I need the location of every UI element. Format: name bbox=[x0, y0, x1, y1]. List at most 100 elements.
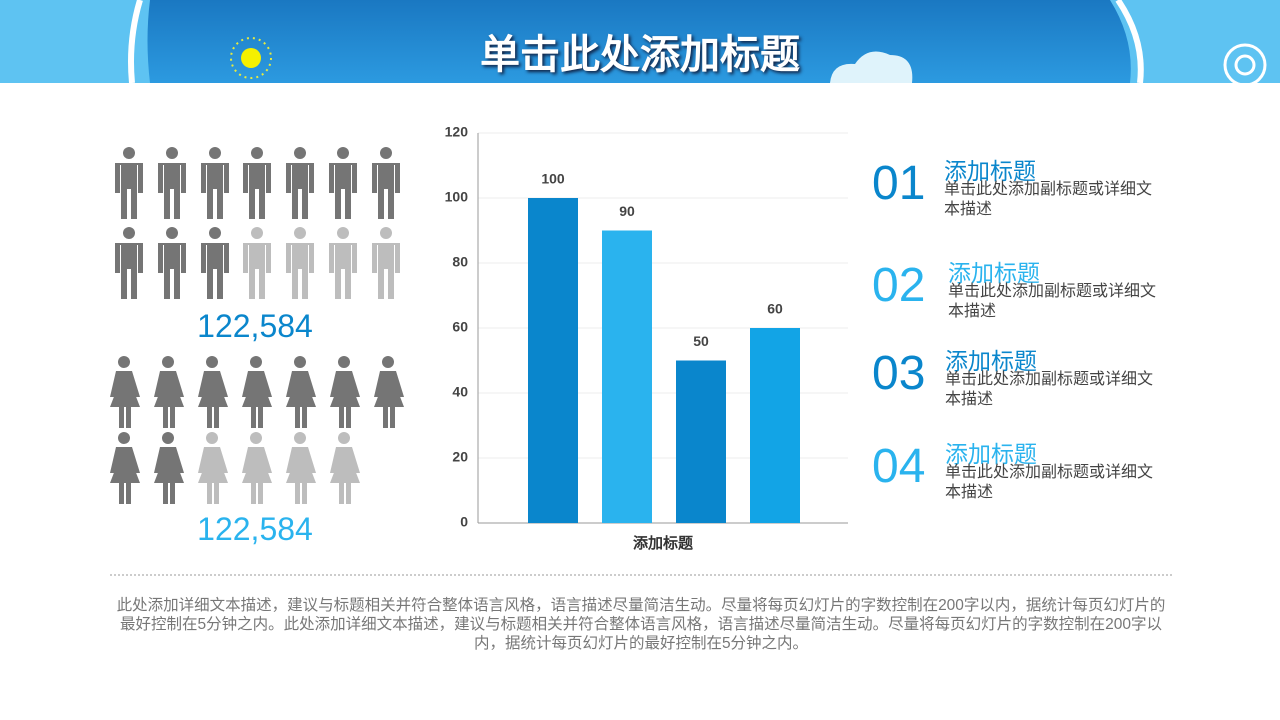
icon-body bbox=[201, 243, 229, 299]
icon-body bbox=[372, 243, 400, 299]
pictogram bbox=[110, 147, 404, 504]
icon-head bbox=[166, 147, 178, 159]
icon-body bbox=[110, 447, 140, 504]
data-label: 90 bbox=[619, 203, 635, 219]
y-tick-label: 120 bbox=[445, 124, 469, 140]
icon-head bbox=[250, 356, 262, 368]
y-tick-label: 20 bbox=[452, 449, 468, 465]
y-tick-label: 60 bbox=[452, 319, 468, 335]
icon-body bbox=[286, 371, 316, 428]
bar bbox=[676, 360, 726, 523]
data-label: 60 bbox=[767, 301, 783, 317]
chart: 0 20 40 60 80 100 120 100 90 50 60 添加标题 bbox=[445, 124, 848, 552]
woman-icon bbox=[154, 432, 184, 504]
y-tick-label: 0 bbox=[460, 514, 468, 530]
icon-head bbox=[251, 147, 263, 159]
item-title: 添加标题 bbox=[945, 348, 1037, 374]
item-desc: 单击此处添加副标题或详细文本描述 bbox=[944, 181, 1153, 218]
icon-body bbox=[243, 243, 271, 299]
icon-head bbox=[337, 147, 349, 159]
woman-icon bbox=[154, 356, 184, 428]
icon-head bbox=[380, 147, 392, 159]
item-number: 01 bbox=[872, 157, 926, 210]
icon-body bbox=[242, 447, 272, 504]
man-icon bbox=[115, 147, 143, 219]
woman-icon bbox=[242, 356, 272, 428]
item-desc: 单击此处添加副标题或详细文本描述 bbox=[945, 464, 1154, 501]
item-number: 02 bbox=[872, 259, 926, 312]
woman-icon bbox=[110, 356, 140, 428]
woman-icon bbox=[286, 356, 316, 428]
icon-head bbox=[250, 432, 262, 444]
item-number: 04 bbox=[872, 440, 926, 493]
icon-body bbox=[330, 447, 360, 504]
y-tick-label: 40 bbox=[452, 384, 468, 400]
icon-head bbox=[123, 147, 135, 159]
icon-body bbox=[329, 163, 357, 219]
icon-head bbox=[380, 227, 392, 239]
icon-body bbox=[374, 371, 404, 428]
man-icon bbox=[329, 147, 357, 219]
icon-head bbox=[162, 356, 174, 368]
icon-head bbox=[209, 147, 221, 159]
icon-body bbox=[154, 371, 184, 428]
data-label: 100 bbox=[541, 171, 565, 187]
icon-body bbox=[243, 163, 271, 219]
icon-head bbox=[118, 432, 130, 444]
icon-body bbox=[198, 447, 228, 504]
icon-body bbox=[372, 163, 400, 219]
man-icon bbox=[158, 227, 186, 299]
data-label: 50 bbox=[693, 333, 709, 349]
icon-head bbox=[382, 356, 394, 368]
icon-head bbox=[123, 227, 135, 239]
item-number: 03 bbox=[872, 347, 926, 400]
icon-body bbox=[158, 163, 186, 219]
item-desc: 单击此处添加副标题或详细文本描述 bbox=[948, 283, 1157, 320]
icon-head bbox=[209, 227, 221, 239]
woman-icon bbox=[242, 432, 272, 504]
icon-head bbox=[206, 356, 218, 368]
icon-body bbox=[329, 243, 357, 299]
y-tick-label: 100 bbox=[445, 189, 469, 205]
icon-head bbox=[294, 227, 306, 239]
bar bbox=[528, 198, 578, 523]
bar bbox=[750, 328, 800, 523]
woman-icon bbox=[198, 356, 228, 428]
item-title: 添加标题 bbox=[948, 260, 1040, 286]
icon-body bbox=[110, 371, 140, 428]
icon-body bbox=[201, 163, 229, 219]
woman-icon bbox=[330, 356, 360, 428]
x-axis-label: 添加标题 bbox=[633, 534, 694, 552]
icon-body bbox=[115, 163, 143, 219]
woman-icon bbox=[110, 432, 140, 504]
stat-value: 122,584 bbox=[197, 511, 313, 547]
man-icon bbox=[329, 227, 357, 299]
y-tick-label: 80 bbox=[452, 254, 468, 270]
icon-body bbox=[154, 447, 184, 504]
icon-body bbox=[286, 163, 314, 219]
footer-text: 此处添加详细文本描述，建议与标题相关并符合整体语言风格，语言描述尽量简洁生动。尽… bbox=[116, 597, 1166, 652]
icon-head bbox=[338, 432, 350, 444]
woman-icon bbox=[374, 356, 404, 428]
woman-icon bbox=[198, 432, 228, 504]
header-band bbox=[0, 0, 1280, 83]
man-icon bbox=[372, 227, 400, 299]
man-icon bbox=[372, 147, 400, 219]
man-icon bbox=[243, 147, 271, 219]
icon-body bbox=[115, 243, 143, 299]
divider bbox=[110, 574, 1172, 576]
bar bbox=[602, 230, 652, 523]
item-title: 添加标题 bbox=[945, 441, 1037, 467]
icon-body bbox=[286, 243, 314, 299]
man-icon bbox=[286, 147, 314, 219]
icon-body bbox=[198, 371, 228, 428]
icon-head bbox=[206, 432, 218, 444]
icon-head bbox=[166, 227, 178, 239]
woman-icon bbox=[330, 432, 360, 504]
stat-value: 122,584 bbox=[197, 308, 313, 344]
icon-head bbox=[294, 147, 306, 159]
man-icon bbox=[115, 227, 143, 299]
man-icon bbox=[158, 147, 186, 219]
man-icon bbox=[201, 227, 229, 299]
